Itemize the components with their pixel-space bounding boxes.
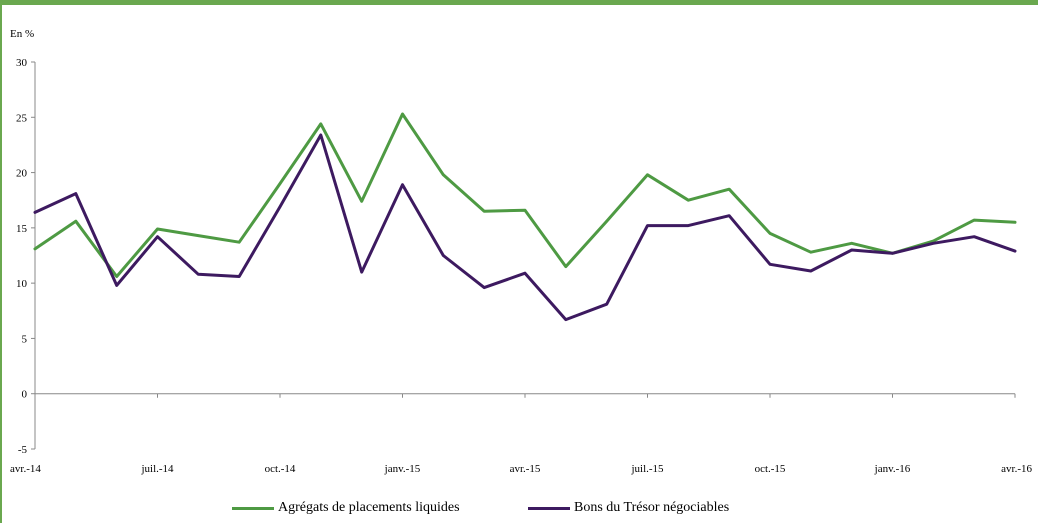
- data-point: [360, 270, 363, 274]
- data-point: [972, 235, 976, 238]
- x-tick-label: avr.-16: [1001, 463, 1032, 475]
- data-point: [646, 224, 649, 227]
- left-frame-rule: [0, 0, 2, 523]
- data-point: [278, 182, 282, 185]
- x-tick-label: janv.-16: [874, 463, 911, 475]
- data-point: [1013, 221, 1017, 224]
- data-point: [197, 273, 200, 276]
- data-point: [809, 269, 813, 273]
- data-point: [237, 241, 241, 244]
- data-point: [278, 205, 282, 209]
- x-tick-label: oct.-14: [265, 463, 296, 475]
- data-point: [891, 252, 894, 255]
- y-tick-label: 20: [16, 168, 28, 180]
- x-tick-label: avr.-14: [10, 463, 41, 475]
- series-line-bons-du-tresor: [33, 133, 1017, 322]
- data-point: [442, 254, 445, 257]
- data-point: [646, 173, 649, 176]
- y-tick-label: 10: [16, 278, 28, 290]
- data-point: [850, 242, 853, 245]
- data-point: [360, 200, 363, 203]
- y-tick-label: 0: [22, 389, 28, 401]
- data-point: [115, 284, 118, 287]
- data-point: [401, 112, 404, 116]
- data-point: [564, 265, 568, 268]
- data-point: [319, 133, 323, 137]
- data-point: [768, 263, 772, 266]
- data-point: [33, 247, 37, 251]
- x-tick-label: avr.-15: [510, 463, 541, 475]
- x-tick-label: juil.-14: [140, 463, 174, 475]
- legend-item-bons-du-tresor: Bons du Trésor négociables: [528, 500, 729, 516]
- data-point: [442, 173, 445, 176]
- data-point: [237, 275, 241, 278]
- x-tick-label: janv.-15: [384, 463, 421, 475]
- data-point: [972, 218, 976, 222]
- data-point: [401, 183, 404, 186]
- data-point: [523, 271, 527, 275]
- legend-swatch-bons-du-tresor: [528, 506, 570, 510]
- y-tick-label: 25: [16, 112, 28, 124]
- data-point: [74, 220, 78, 223]
- line-chart: -5 0 5 10 15 20 25 30 avr.-14 juil.-14 oct.-14 janv…: [10, 57, 1032, 475]
- data-point: [33, 211, 37, 214]
- top-frame-rule: [0, 0, 1038, 5]
- data-point: [564, 318, 568, 321]
- data-point: [850, 248, 853, 252]
- legend-swatch-agregats: [232, 506, 274, 510]
- data-point: [74, 192, 78, 195]
- x-tick-label: juil.-15: [630, 463, 664, 475]
- y-tick-label: -5: [18, 444, 28, 456]
- data-point: [115, 275, 118, 278]
- y-tick-label: 15: [16, 223, 28, 235]
- data-point: [932, 242, 935, 245]
- data-point: [156, 227, 159, 231]
- data-point: [727, 214, 731, 217]
- data-point: [687, 224, 690, 227]
- data-point: [1013, 249, 1017, 253]
- data-point: [809, 250, 813, 254]
- data-point: [523, 208, 527, 212]
- data-point: [605, 220, 608, 223]
- data-point: [482, 286, 486, 289]
- legend-item-agregats: Agrégats de placements liquides: [232, 500, 460, 516]
- data-point: [197, 234, 200, 237]
- legend: Agrégats de placements liquides Bons du …: [0, 500, 1038, 520]
- y-tick-label: 30: [16, 57, 28, 69]
- data-point: [687, 199, 690, 202]
- y-axis-unit-label: En %: [10, 28, 35, 40]
- axes: -5 0 5 10 15 20 25 30 avr.-14 juil.-14 oct.-14 janv…: [10, 57, 1032, 475]
- legend-label-bons-du-tresor: Bons du Trésor négociables: [574, 500, 730, 515]
- data-point: [768, 232, 772, 235]
- y-tick-label: 5: [22, 333, 28, 345]
- data-point: [156, 235, 159, 238]
- data-point: [319, 122, 323, 126]
- series-layer: [33, 112, 1017, 322]
- data-point: [482, 210, 486, 213]
- legend-label-agregats: Agrégats de placements liquides: [278, 500, 460, 515]
- data-point: [605, 302, 608, 306]
- data-point: [727, 187, 731, 191]
- x-tick-label: oct.-15: [755, 463, 786, 475]
